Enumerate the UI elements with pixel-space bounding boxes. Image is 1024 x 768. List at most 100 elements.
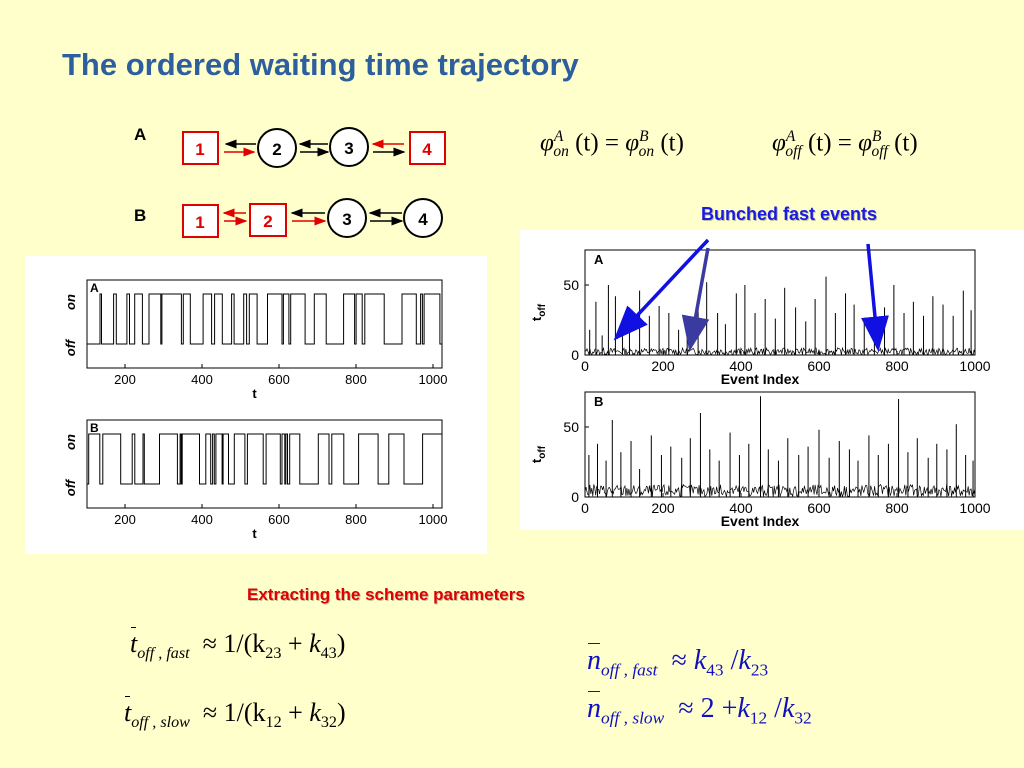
toff-x-tick-label: 1000 — [959, 500, 990, 516]
scheme-a-state-4-box — [409, 131, 446, 165]
scheme-a-label: A — [134, 125, 146, 144]
phi-on-eq: = — [604, 129, 620, 157]
scheme-a-state-2-label: 2 — [272, 140, 281, 159]
t-off-fast-equation: toff , fast ≈ 1/(k23 + k43) — [130, 629, 346, 663]
trajectory-axes-a — [86, 279, 443, 369]
trajectory-x-axis-label: t — [252, 386, 257, 401]
toff-x-tick-label: 0 — [581, 500, 589, 516]
trajectory-panel-label: A — [90, 281, 99, 295]
trajectory-x-tick-label: 600 — [268, 512, 290, 527]
n-fast-k2: 23 — [750, 660, 769, 680]
phi-on-rhs-arg: (t) — [660, 129, 684, 157]
n-slow-k1: 12 — [749, 708, 768, 728]
scheme-b-state-3-label: 3 — [342, 210, 351, 229]
trajectory-y-off-label: off — [63, 478, 78, 496]
toff-y-tick-label: 0 — [571, 347, 579, 363]
toff-x-tick-label: 200 — [651, 500, 675, 516]
t-fast-rhs: 1/(k — [223, 629, 266, 658]
trajectory-x-tick-label: 800 — [345, 372, 367, 387]
trajectory-panel-label: B — [90, 421, 99, 435]
phi-off-lhs-sub: off — [785, 143, 802, 161]
phi-off-rhs-sub: off — [871, 143, 888, 161]
extracting-label: Extracting the scheme parameters — [247, 585, 525, 604]
trajectory-x-tick-label: 200 — [114, 372, 136, 387]
toff-y-tick-label: 0 — [571, 489, 579, 505]
scheme-b-label: B — [134, 206, 146, 225]
scheme-a-state-4-label: 4 — [422, 140, 432, 159]
phi-off-lhs-arg: (t) — [807, 129, 832, 157]
scheme-b-state-4-circle — [403, 198, 443, 238]
trajectory-y-on-label: on — [63, 434, 78, 450]
trajectory-x-tick-label: 600 — [268, 372, 290, 387]
scheme-a-state-3-label: 3 — [344, 139, 353, 158]
phi-on-lhs-sub: on — [553, 143, 569, 161]
trajectory-x-tick-label: 400 — [191, 512, 213, 527]
toff-y-tick-label: 50 — [563, 419, 579, 435]
toff-y-axis-label: toff — [529, 303, 548, 321]
scheme-b-state-2-box — [249, 203, 287, 237]
bunched-arrow-2 — [681, 247, 710, 352]
n-off-fast-equation: noff , fast ≈ k43 /k23 — [587, 645, 769, 680]
scheme-a-arrows — [224, 139, 406, 157]
toff-noise-b — [584, 483, 976, 498]
phi-off-lhs-sup: A — [785, 128, 796, 145]
scheme-b-state-1-label: 1 — [195, 213, 204, 232]
scheme-a-state-3-circle — [329, 127, 369, 167]
scheme-b-state-1-box — [182, 204, 219, 238]
t-slow-plus: + — [288, 698, 303, 727]
n-off-slow-equation: noff , slow ≈ 2 +k12 /k32 — [587, 693, 812, 728]
trajectory-y-on-label: on — [63, 294, 78, 310]
t-fast-close: ) — [336, 629, 346, 658]
toff-panel-label: A — [594, 252, 604, 267]
toff-y-tick-label: 50 — [563, 277, 579, 293]
t-fast-sub: off , fast — [137, 645, 190, 663]
slide-title: The ordered waiting time trajectory — [62, 47, 579, 82]
toff-axes-b — [584, 391, 976, 498]
phi-on-equation: φAon (t) = φBon (t) — [540, 128, 684, 161]
scheme-b-state-3-circle — [327, 198, 367, 238]
phi-off-rhs-sup: B — [872, 128, 882, 145]
t-fast-k2-pre: k — [309, 629, 321, 658]
toff-x-tick-label: 400 — [729, 500, 753, 516]
t-slow-k1: 12 — [265, 714, 282, 732]
trajectory-x-tick-label: 1000 — [419, 512, 448, 527]
phi-off-rhs-arg: (t) — [894, 129, 918, 157]
trajectory-y-off-label: off — [63, 338, 78, 356]
t-slow-close: ) — [336, 698, 346, 727]
toff-x-tick-label: 1000 — [959, 358, 990, 374]
trajectory-x-tick-label: 200 — [114, 512, 136, 527]
trajectory-plots: Aon off 200 400 600 800 1000 t Bon off 200 400 600 80… — [63, 279, 448, 541]
phi-on-lhs-sup: A — [553, 128, 564, 145]
phi-off-eq: = — [837, 129, 852, 157]
scheme-a-state-1-box — [182, 131, 219, 165]
toff-y-axis-label: toff — [529, 445, 548, 463]
scheme-b-arrows — [222, 208, 404, 226]
toff-panel-label: B — [594, 394, 603, 409]
scheme-a-state-2-circle — [257, 128, 297, 168]
t-fast-k1: 23 — [265, 645, 282, 663]
n-slow-k2: 32 — [794, 708, 812, 728]
phi-on-rhs-sup: B — [639, 128, 649, 145]
toff-x-axis-label: Event Index — [721, 371, 800, 387]
toff-x-tick-label: 600 — [807, 500, 831, 516]
trajectory-trace-b — [87, 433, 443, 485]
kinetic-schemes-diagram: A B 1 2 3 4 1 2 3 4 — [134, 125, 446, 238]
toff-plots: A 0 50 0 200 400 600 800 1000 Event Index toff B 0 50… — [529, 249, 991, 529]
trajectory-axes-b — [86, 419, 443, 509]
toff-x-tick-label: 200 — [651, 358, 675, 374]
scheme-b-state-4-label: 4 — [418, 210, 428, 229]
toff-x-tick-label: 600 — [807, 358, 831, 374]
trajectory-x-axis-label: t — [252, 526, 257, 541]
phi-off-equation: φAoff (t) = φBoff (t) — [772, 128, 918, 161]
scheme-b-state-2-label: 2 — [263, 212, 272, 231]
bunched-arrows — [613, 238, 889, 352]
bunched-fast-events-label: Bunched fast events — [701, 204, 878, 224]
t-off-slow-equation: toff , slow ≈ 1/(k12 + k32) — [124, 698, 346, 732]
toff-x-tick-label: 800 — [885, 500, 909, 516]
phi-on-lhs-arg: (t) — [575, 129, 599, 157]
bunched-arrow-3 — [861, 243, 889, 352]
t-fast-plus: + — [287, 629, 303, 658]
toff-x-axis-label: Event Index — [721, 513, 800, 529]
t-fast-k2: 43 — [320, 645, 337, 663]
toff-panel: A 0 50 0 200 400 600 800 1000 Event Index toff B 0 50… — [520, 230, 1024, 530]
